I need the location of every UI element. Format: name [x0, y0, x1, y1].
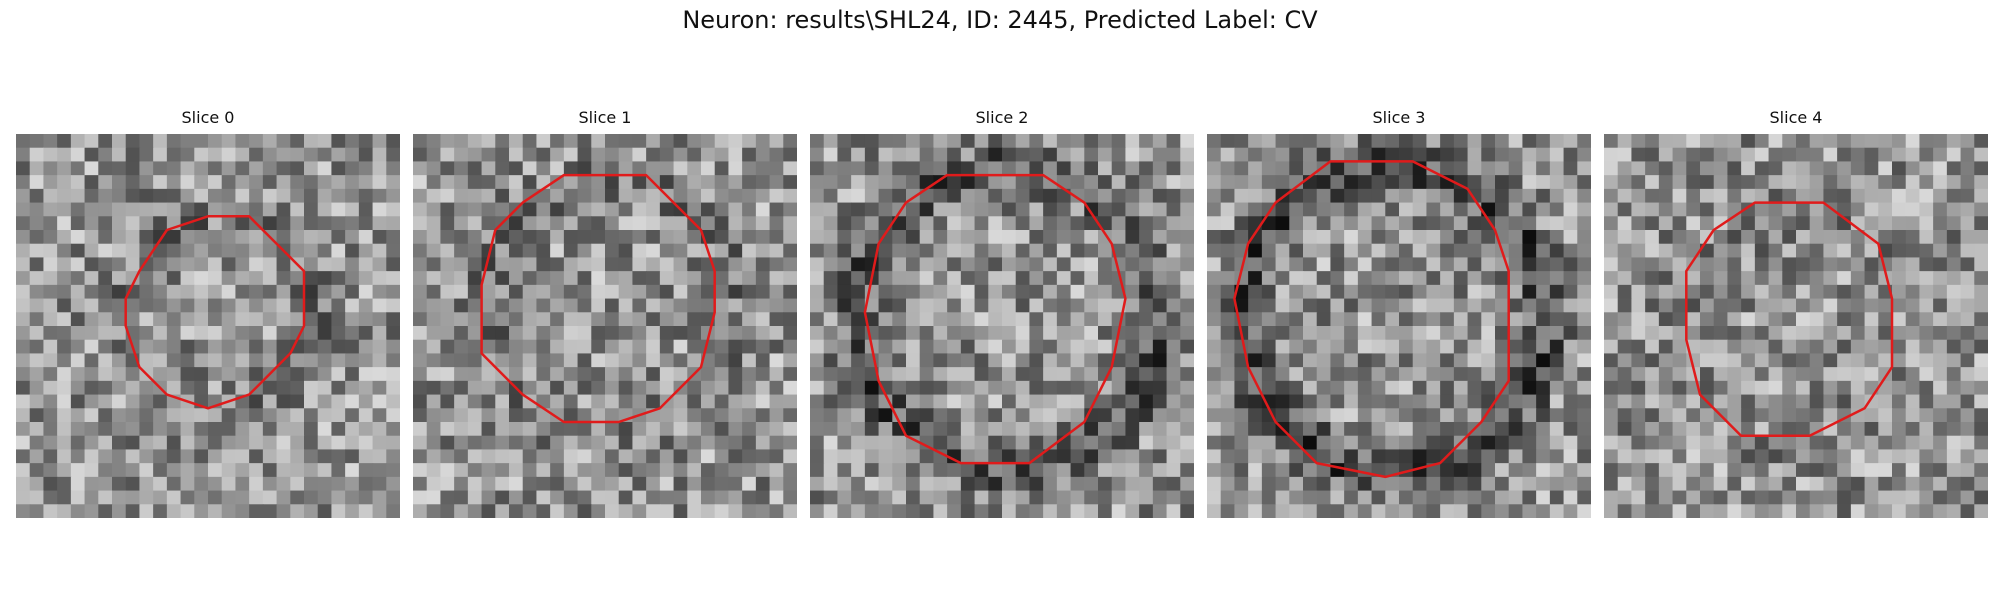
slice-panel-4: Slice 4 — [1604, 108, 1988, 524]
slice-title-4: Slice 4 — [1769, 108, 1823, 127]
slice-panel-2: Slice 2 — [810, 108, 1194, 524]
slice-image-1 — [413, 134, 797, 518]
contour-0 — [124, 215, 306, 410]
contour-2 — [863, 173, 1127, 465]
contour-1 — [480, 173, 716, 424]
slice-title-2: Slice 2 — [975, 108, 1029, 127]
slice-title-0: Slice 0 — [181, 108, 235, 127]
slice-image-4 — [1604, 134, 1988, 518]
slice-image-3 — [1207, 134, 1591, 518]
contour-3 — [1233, 160, 1510, 479]
slice-title-3: Slice 3 — [1372, 108, 1426, 127]
figure-title: Neuron: results\SHL24, ID: 2445, Predict… — [682, 6, 1318, 34]
slice-panel-1: Slice 1 — [413, 108, 797, 524]
contour-4 — [1685, 201, 1894, 437]
slice-image-2 — [810, 134, 1194, 518]
slice-title-1: Slice 1 — [578, 108, 632, 127]
slice-panel-0: Slice 0 — [16, 108, 400, 524]
slice-panel-3: Slice 3 — [1207, 108, 1591, 524]
slice-image-0 — [16, 134, 400, 518]
